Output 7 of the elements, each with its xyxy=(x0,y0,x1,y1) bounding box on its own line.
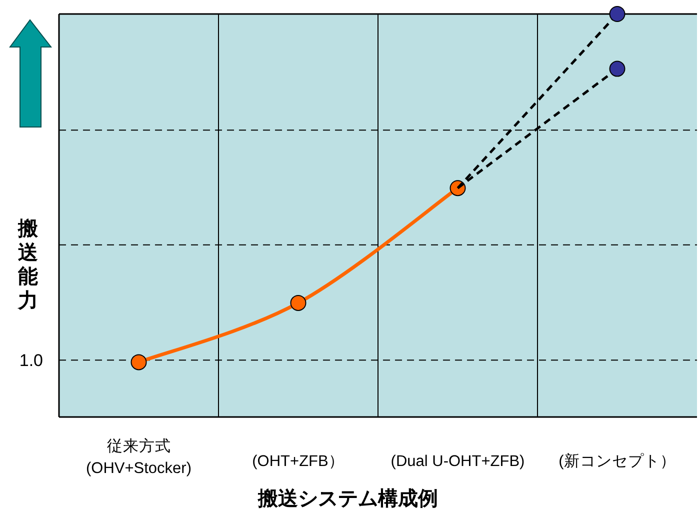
x-tick-label: (新コンセプト） xyxy=(558,452,676,470)
x-tick-label: (Dual U-OHT+ZFB) xyxy=(390,453,525,470)
x-tick-label: (OHT+ZFB） xyxy=(252,453,344,470)
x-axis-title: 搬送システム構成例 xyxy=(257,488,438,510)
x-tick-label: 従来方式 (OHV+Stocker) xyxy=(86,437,192,477)
y-axis-title: 搬送能力 xyxy=(17,218,39,312)
text: 1.0 xyxy=(19,351,43,370)
